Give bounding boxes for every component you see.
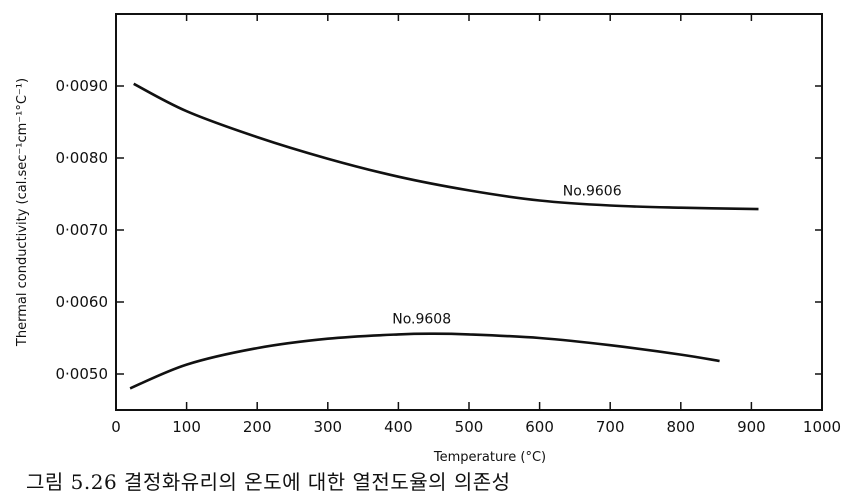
series-line xyxy=(130,334,720,389)
plot-frame xyxy=(116,14,822,410)
x-tick-label: 600 xyxy=(525,418,554,436)
series-line xyxy=(134,84,759,209)
series-label: No.9606 xyxy=(563,184,622,200)
thermal-conductivity-chart: 0 100 200 300 400 500 600 700 800 900 1000 0·00500… xyxy=(0,0,852,470)
x-tick-label: 500 xyxy=(455,418,484,436)
x-tick-label: 900 xyxy=(737,418,766,436)
y-axis-ticks: 0·0050 0·0060 0·0070 0·0080 0·0090 xyxy=(56,77,823,383)
y-tick-label: 0·0080 xyxy=(56,149,109,167)
x-tick-label: 1000 xyxy=(803,418,841,436)
x-tick-label: 200 xyxy=(243,418,272,436)
y-tick-label: 0·0060 xyxy=(56,293,109,311)
y-tick-label: 0·0090 xyxy=(56,77,109,95)
x-tick-label: 100 xyxy=(172,418,201,436)
x-axis-title: Temperature (°C) xyxy=(433,450,546,465)
y-axis-title: Thermal conductivity (cal.sec⁻¹cm⁻¹°C⁻¹) xyxy=(15,78,30,347)
series-label: No.9608 xyxy=(392,312,451,328)
y-tick-label: 0·0070 xyxy=(56,221,109,239)
x-axis-ticks: 0 100 200 300 400 500 600 700 800 900 1000 xyxy=(111,14,841,436)
x-tick-label: 0 xyxy=(111,418,121,436)
y-tick-label: 0·0050 xyxy=(56,365,109,383)
x-tick-label: 800 xyxy=(666,418,695,436)
x-tick-label: 400 xyxy=(384,418,413,436)
x-tick-label: 300 xyxy=(313,418,342,436)
figure-caption: 그림 5.26 결정화유리의 온도에 대한 열전도율의 의존성 xyxy=(26,466,511,495)
series-lines: No.9606 No.9608 xyxy=(130,84,758,389)
x-tick-label: 700 xyxy=(596,418,625,436)
